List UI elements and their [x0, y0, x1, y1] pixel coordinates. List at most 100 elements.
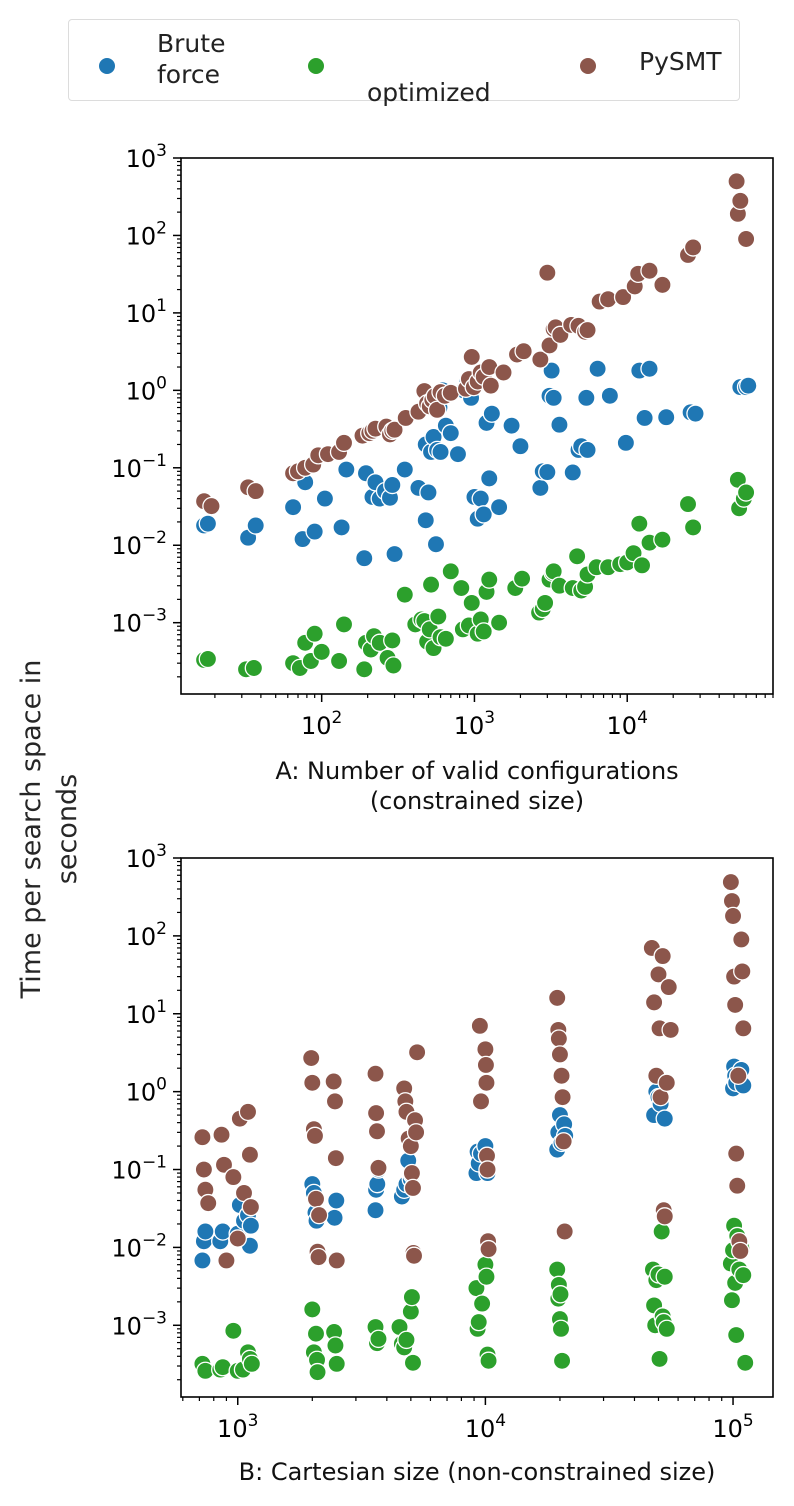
data-point — [535, 593, 555, 613]
data-point — [198, 514, 218, 533]
data-point — [312, 642, 331, 662]
data-point — [489, 497, 509, 517]
x-tick-label: 104 — [465, 1411, 506, 1443]
data-point — [385, 544, 404, 564]
y-tick-label: 10−2 — [111, 528, 167, 560]
data-point — [238, 1102, 258, 1122]
y-tick-label: 100 — [126, 1075, 167, 1107]
data-point — [563, 463, 582, 482]
y-tick-label: 102 — [126, 218, 167, 250]
data-point — [512, 569, 532, 588]
data-point — [661, 1020, 680, 1040]
data-point — [240, 1145, 260, 1164]
data-point — [324, 1072, 343, 1091]
data-point — [538, 462, 557, 482]
y-tick-label: 10−3 — [111, 1308, 167, 1340]
data-point — [649, 965, 668, 984]
data-point — [722, 1290, 742, 1310]
x-tick-label: 102 — [301, 708, 342, 740]
data-point — [402, 1287, 422, 1307]
data-point — [477, 1267, 496, 1286]
data-point — [479, 1239, 498, 1259]
data-point — [476, 1055, 496, 1075]
data-point — [327, 1251, 346, 1270]
data-point — [246, 516, 265, 535]
data-point — [635, 408, 654, 428]
data-point — [650, 1349, 669, 1369]
data-point — [419, 483, 438, 502]
data-point — [469, 1312, 488, 1332]
data-point — [683, 238, 703, 257]
data-point — [739, 376, 758, 395]
data-point — [366, 1200, 385, 1220]
data-point — [551, 1285, 570, 1304]
data-point — [552, 1066, 571, 1085]
data-point — [547, 1260, 567, 1279]
data-point — [655, 1207, 675, 1226]
data-point — [613, 287, 633, 307]
data-point — [196, 1222, 215, 1241]
y-tick-label: 103 — [126, 841, 167, 873]
data-point — [726, 1144, 746, 1163]
data-point — [550, 1045, 570, 1064]
data-point — [657, 1319, 677, 1339]
data-point — [736, 229, 756, 249]
data-point — [471, 489, 491, 508]
data-point — [303, 1300, 322, 1319]
data-point — [735, 1353, 755, 1373]
minor-ticks — [177, 860, 723, 1401]
data-point — [511, 436, 530, 456]
x-tick-label: 104 — [607, 708, 648, 740]
data-point — [734, 1265, 753, 1285]
data-point — [198, 649, 218, 669]
data-point — [306, 1189, 326, 1209]
data-point — [403, 1353, 423, 1373]
data-point — [404, 1246, 424, 1266]
y-tick-label: 101 — [126, 296, 167, 328]
data-point — [315, 489, 335, 508]
data-point — [653, 275, 672, 295]
data-point — [549, 1029, 569, 1048]
y-tick-label: 103 — [126, 141, 167, 173]
data-point — [555, 1222, 574, 1241]
data-point — [431, 442, 450, 462]
data-point — [640, 359, 659, 379]
data-point — [367, 1122, 387, 1141]
legend-label-optimized: optimized — [367, 78, 491, 107]
data-point — [224, 1321, 243, 1341]
panel-b: 103 104 105 10−3 10−2 10−1 100 101 102 103 — [111, 841, 774, 1443]
data-point — [421, 575, 441, 594]
data-point — [653, 946, 672, 966]
data-point — [309, 1247, 328, 1267]
data-point — [477, 1073, 496, 1093]
data-point — [301, 1048, 321, 1068]
data-point — [329, 651, 349, 671]
panel-a: 102 103 104 10−3 10−2 10−1 100 101 102 103 — [111, 141, 774, 740]
data-point — [578, 320, 597, 340]
data-point — [482, 404, 502, 423]
data-point — [427, 400, 447, 420]
data-point — [494, 363, 513, 382]
data-point — [652, 1222, 671, 1241]
data-point — [567, 547, 587, 566]
data-point — [474, 622, 493, 641]
data-point — [194, 1160, 214, 1179]
data-point — [489, 613, 509, 632]
data-point — [470, 1016, 490, 1036]
data-point — [403, 1178, 423, 1198]
legend-label-pysmt: PySMT — [639, 47, 722, 76]
data-point — [630, 514, 649, 533]
data-point — [383, 475, 402, 495]
data-point — [228, 1229, 247, 1248]
data-point — [502, 416, 521, 435]
data-point — [303, 1073, 322, 1093]
data-point — [678, 494, 698, 514]
data-point — [553, 1087, 572, 1107]
data-point — [383, 631, 402, 650]
data-point — [578, 440, 597, 460]
data-point — [325, 1092, 345, 1111]
data-point — [655, 1267, 675, 1286]
data-point — [727, 172, 746, 191]
data-point — [283, 497, 303, 517]
data-point — [327, 1354, 346, 1374]
